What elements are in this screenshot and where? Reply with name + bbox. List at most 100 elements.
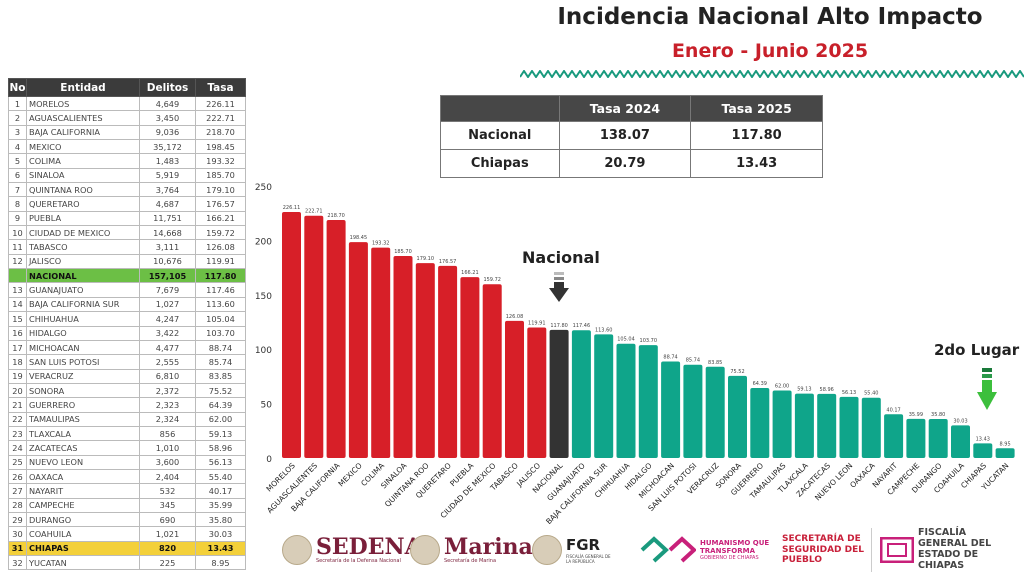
data-label: 56.13: [842, 390, 856, 396]
table-cell: GUANAJUATO: [26, 282, 140, 298]
cmp-cell: Nacional: [440, 121, 560, 150]
table-cell: 21: [8, 397, 27, 413]
table-cell: 35,172: [139, 139, 196, 155]
table-row: 6 SINALOA 5,919 185.70: [8, 167, 246, 184]
bar-tabasco: [505, 320, 524, 458]
table-cell: MEXICO: [26, 139, 140, 155]
table-cell: 35.99: [195, 497, 246, 513]
table-cell: 690: [139, 511, 196, 528]
marina-text: Marina: [444, 534, 533, 560]
table-cell: 117.46: [195, 282, 246, 298]
table-cell: 532: [139, 483, 196, 499]
table-cell: 3,450: [139, 110, 196, 126]
table-cell: 1,021: [139, 526, 196, 542]
data-label: 222.71: [305, 209, 323, 215]
bar-chiapas: [973, 443, 993, 458]
data-label: 117.46: [573, 323, 591, 329]
table-row: 23 TLAXCALA 856 59.13: [8, 425, 246, 442]
table-cell: 1,483: [139, 153, 196, 169]
table-row: 11 TABASCO 3,111 126.08: [8, 239, 246, 255]
seal-icon: [410, 535, 440, 565]
table-cell: CHIHUAHUA: [26, 311, 140, 327]
table-cell: 9: [8, 210, 27, 227]
table-cell: VERACRUZ: [26, 368, 140, 384]
data-label: 159.72: [483, 277, 501, 283]
table-cell: 8: [8, 196, 27, 212]
sedena-text: SEDENA: [316, 534, 422, 560]
table-cell: COLIMA: [26, 153, 140, 169]
bar-chart: 050100150200250226.11MORELOS222.71AGUASC…: [255, 183, 1015, 526]
table-cell: 117.80: [195, 268, 246, 284]
table-cell: YUCATAN: [26, 554, 140, 571]
table-cell: 19: [8, 368, 27, 384]
table-cell: 85.74: [195, 354, 246, 370]
table-row: 29 DURANGO 690 35.80: [8, 511, 246, 528]
bar-guerrero: [750, 387, 770, 458]
table-cell: 18: [8, 354, 27, 370]
table-cell: 28: [8, 497, 27, 513]
table-row: 3 BAJA CALIFORNIA 9,036 218.70: [8, 124, 246, 141]
y-tick-label: 250: [255, 183, 272, 193]
table-cell: 6,810: [139, 368, 196, 384]
table-cell: ZACATECAS: [26, 440, 140, 456]
data-label: 85.74: [686, 358, 700, 364]
table-cell: QUINTANA ROO: [26, 182, 140, 198]
table-cell: NACIONAL: [26, 268, 140, 284]
table-cell: 5,919: [139, 167, 196, 184]
fgr-text: FGR: [566, 536, 601, 554]
table-cell: 3,422: [139, 325, 196, 341]
bar-tamaulipas: [772, 390, 792, 458]
fge-text: FISCALÍA GENERAL DEL ESTADO DE CHIAPAS: [918, 527, 992, 571]
fge-emblem-icon: [880, 537, 914, 563]
sedena-sub: Secretaría de la Defensa Nacional: [316, 558, 401, 564]
bar-colima: [371, 247, 391, 458]
table-row: 22 TAMAULIPAS 2,324 62.00: [8, 411, 246, 427]
table-cell: BAJA CALIFORNIA SUR: [26, 296, 140, 313]
table-cell: 12: [8, 253, 27, 270]
table-row: 9 PUEBLA 11,751 166.21: [8, 210, 246, 227]
table-cell: 23: [8, 425, 27, 442]
table-cell: 75.52: [195, 382, 246, 399]
logo-chiapas: HUMANISMO QUE TRANSFORMA GOBIERNO DE CHIA…: [640, 528, 770, 572]
table-cell: MICHOACAN: [26, 339, 140, 356]
bar-hidalgo: [638, 345, 658, 458]
data-label: 30.03: [953, 418, 967, 424]
table-cell: 105.04: [195, 311, 246, 327]
table-cell: 11: [8, 239, 27, 255]
bar-ciudad-de-mexico: [482, 284, 502, 458]
bar-san-luis-potosi: [683, 364, 703, 458]
table-row: 20 SONORA 2,372 75.52: [8, 382, 246, 399]
bar-campeche: [906, 418, 926, 458]
table-cell: 225: [139, 554, 196, 571]
down-arrow-icon: [549, 272, 569, 302]
table-cell: SINALOA: [26, 167, 140, 184]
table-row: NACIONAL 157,105 117.80: [8, 268, 246, 284]
chiapas-emblem-icon: [640, 536, 696, 563]
bar-yucatan: [995, 448, 1015, 458]
bar-morelos: [282, 211, 301, 458]
comparison-table: Tasa 2024 Tasa 2025 Nacional 138.07 117.…: [440, 95, 823, 178]
table-cell: 179.10: [195, 182, 246, 198]
table-cell: PUEBLA: [26, 210, 140, 227]
table-cell: 32: [8, 554, 27, 571]
data-label: 62.00: [775, 384, 789, 390]
logo-sedena: SEDENA Secretaría de la Defensa Nacional: [282, 528, 422, 572]
table-cell: 345: [139, 497, 196, 513]
cmp-cell: 20.79: [558, 149, 692, 178]
data-label: 166.21: [461, 270, 479, 276]
data-label: 64.39: [753, 381, 767, 387]
data-label: 226.11: [283, 205, 301, 211]
data-label: 113.60: [595, 327, 613, 333]
rank-header-2: Delitos: [139, 78, 196, 97]
ranking-table: No Entidad Delitos Tasa 1 MORELOS 4,649 226.11…: [8, 78, 246, 571]
table-cell: [8, 268, 27, 284]
table-cell: 7: [8, 182, 27, 198]
data-label: 83.85: [708, 360, 722, 366]
table-cell: 218.70: [195, 124, 246, 141]
bar-oaxaca: [861, 397, 881, 458]
table-cell: 22: [8, 411, 27, 427]
nacional-annotation: Nacional: [522, 248, 600, 267]
fgr-sub: FISCALÍA GENERAL DE LA REPÚBLICA: [566, 554, 611, 564]
table-cell: 24: [8, 440, 27, 456]
table-row: 8 QUERETARO 4,687 176.57: [8, 196, 246, 212]
